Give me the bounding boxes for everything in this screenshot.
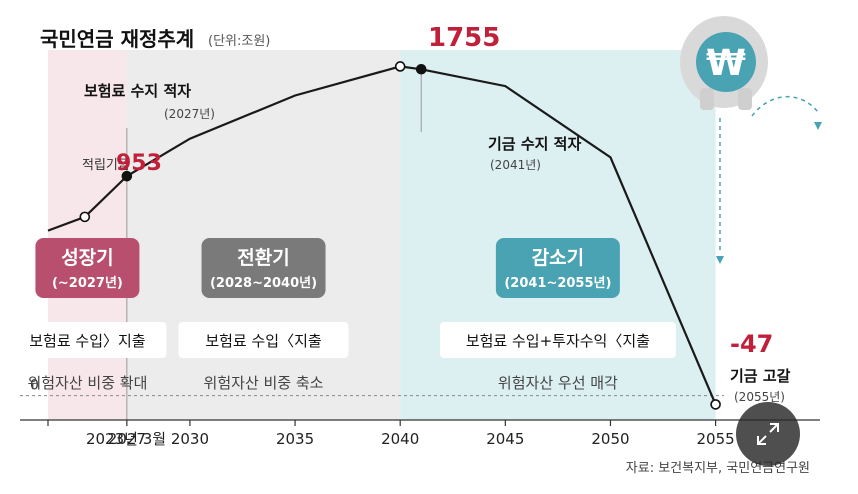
x-tick-label: 2027 (108, 430, 146, 448)
expand-arrows-icon (757, 423, 779, 445)
phase-badge-3 (495, 238, 620, 298)
annotation-depletion-year: (2055년) (734, 390, 785, 404)
phase-desc-box-3 (439, 322, 676, 358)
phase-bg-3 (400, 50, 716, 420)
phase-desc-box-2 (178, 322, 349, 358)
annotation-peak-value: 1755 (428, 23, 500, 53)
annotation-depletion-value: -47 (730, 330, 773, 358)
phase-desc-text: 위험자산 비중 축소 (204, 374, 324, 392)
point-peak-1755 (394, 61, 406, 72)
phase-range: (2028~2040년) (210, 276, 317, 291)
phase-bg-2 (126, 50, 401, 420)
piggy-bank-icon: ₩ (680, 16, 822, 264)
annotation-depletion-title: 기금 고갈 (730, 367, 791, 385)
phase-desc-text: 위험자산 우선 매각 (498, 374, 618, 392)
phase-desc-text: 위험자산 비중 확대 (27, 374, 147, 392)
phase-backgrounds (48, 50, 716, 420)
point-2027 (121, 170, 133, 182)
x-tick-label: 2050 (591, 430, 629, 448)
phase-range: (2041~2055년) (504, 276, 611, 291)
chart-unit-label: (단위:조원) (208, 34, 270, 49)
fund-series-line (47, 65, 717, 405)
source-note: 자료: 보건복지부, 국민연금연구원 (626, 461, 810, 476)
x-tick-label: 2055 (696, 430, 734, 448)
fund-series-points (79, 61, 721, 410)
annotation-fund-deficit-year: (2041년) (490, 158, 541, 172)
expand-button[interactable] (736, 402, 800, 466)
chart-title: 국민연금 재정추계 (40, 27, 194, 51)
x-tick-label: 2040 (381, 430, 419, 448)
point-2041 (415, 63, 427, 75)
phase-name: 감소기 (532, 247, 584, 269)
annotation-insurance-deficit-year: (2027년) (164, 107, 215, 121)
annotation-fund-prefix: 적립기금 (82, 158, 130, 173)
annotation-insurance-deficit-title: 보험료 수지 적자 (84, 82, 191, 100)
phase-badge-1 (35, 238, 140, 298)
point-953 (79, 211, 91, 223)
phase-name: 성장기 (61, 247, 113, 269)
x-tick-label: 2045 (486, 430, 524, 448)
phase-name: 전환기 (237, 247, 289, 269)
annotation-fund-deficit-title: 기금 수지 적자 (488, 135, 581, 153)
won-coin-icon: ₩ (706, 43, 746, 84)
x-tick-label: 2030 (171, 430, 209, 448)
phase-badge-2 (201, 238, 326, 298)
phase-desc-box-text: 보험료 수입〉지출 (29, 332, 145, 350)
phase-range: (~2027년) (52, 276, 123, 291)
phase-desc-box-text: 보험료 수입+투자수익〈지출 (466, 332, 650, 350)
x-tick-label: 2035 (276, 430, 314, 448)
point-minus-47 (710, 399, 721, 410)
annotation-fund-value: 953 (116, 151, 162, 176)
zero-axis-label: 0 (30, 378, 39, 394)
phase-desc-box-1 (8, 322, 167, 358)
x-tick-label: 2023년 3월 (86, 430, 166, 448)
phase-desc-box-text: 보험료 수입〈지출 (205, 332, 321, 350)
phase-bg-1 (48, 50, 127, 420)
